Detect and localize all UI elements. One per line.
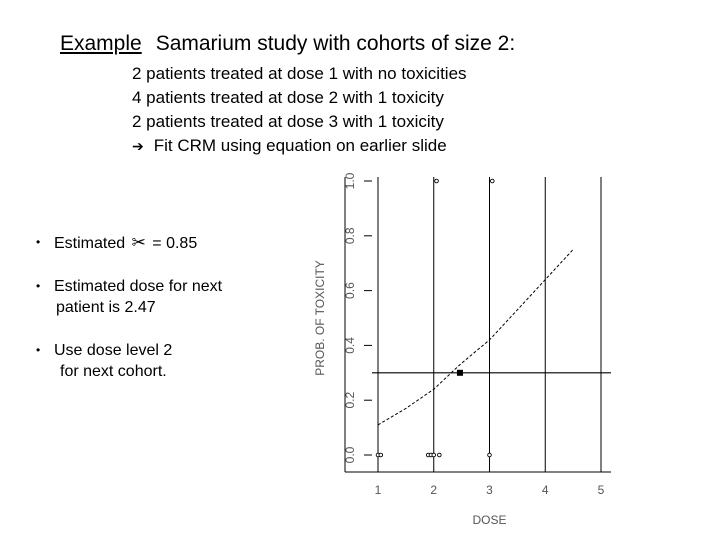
slide-title: Example Samarium study with cohorts of si… — [60, 32, 515, 56]
cohort-summary: 2 patients treated at dose 1 with no tox… — [132, 62, 467, 158]
fit-crm-text: Fit CRM using equation on earlier slide — [153, 136, 447, 155]
bullet-1-before: Estimated — [54, 235, 126, 252]
bullet-next-cohort: • Use dose level 2 for next cohort. — [36, 340, 172, 382]
x-tick-label: 4 — [542, 483, 549, 497]
bullet-dot-icon: • — [36, 343, 41, 357]
chart-plot-layer: 0.0 0.2 0.4 0.6 0.8 1.0 PROB. OF TOXICITY 1 2 3 4 5… — [313, 172, 611, 527]
y-tick-label: 0.2 — [343, 392, 357, 409]
bullet-2-line-2: patient is 2.47 — [56, 299, 156, 316]
observed-point — [487, 452, 492, 458]
y-tick-label: 0.4 — [343, 337, 357, 354]
bullet-estimated-parameter: • Estimated ✂ = 0.85 — [36, 232, 197, 254]
bullet-1-after: = 0.85 — [152, 235, 198, 252]
cohort-line-1: 2 patients treated at dose 1 with no tox… — [132, 64, 467, 83]
title-example-label: Example — [60, 32, 142, 55]
bullet-estimated-dose: • Estimated dose for next patient is 2.4… — [36, 276, 222, 318]
x-tick-label: 3 — [486, 483, 493, 497]
y-tick-label: 0.0 — [343, 446, 357, 463]
bullet-dot-icon: • — [36, 279, 41, 293]
observed-point — [437, 452, 442, 458]
bullet-3-line-1: Use dose level 2 — [54, 342, 173, 359]
observed-point — [378, 452, 384, 458]
x-tick-label: 1 — [375, 483, 382, 497]
title-text: Samarium study with cohorts of size 2: — [155, 32, 516, 55]
y-axis-title: PROB. OF TOXICITY — [313, 260, 327, 376]
bullet-dot-icon: • — [36, 235, 41, 249]
y-tick-label: 0.6 — [343, 282, 357, 299]
x-tick-label: 5 — [598, 483, 605, 497]
cohort-line-3: 2 patients treated at dose 3 with 1 toxi… — [132, 112, 444, 131]
observed-point — [490, 178, 495, 184]
x-tick-label: 2 — [430, 483, 437, 497]
cohort-line-2: 4 patients treated at dose 2 with 1 toxi… — [132, 88, 444, 107]
dose-toxicity-chart: 0.0 0.2 0.4 0.6 0.8 1.0 PROB. OF TOXICITY 1 2 3 4 5… — [313, 172, 611, 527]
scissors-icon: ✂ — [131, 233, 146, 252]
observed-point — [431, 452, 436, 458]
y-tick-label: 0.8 — [343, 227, 357, 244]
estimated-dose-marker — [456, 369, 463, 376]
y-tick-label: 1.0 — [343, 172, 357, 189]
right-arrow-icon: ➔ — [132, 138, 144, 154]
dose-toxicity-curve — [377, 249, 574, 426]
observed-point — [434, 178, 439, 184]
bullet-2-line-1: Estimated dose for next — [54, 278, 223, 295]
bullet-3-line-2: for next cohort. — [60, 363, 167, 380]
x-axis-title: DOSE — [472, 513, 506, 527]
fit-crm-line: ➔ Fit CRM using equation on earlier slide — [132, 134, 467, 158]
